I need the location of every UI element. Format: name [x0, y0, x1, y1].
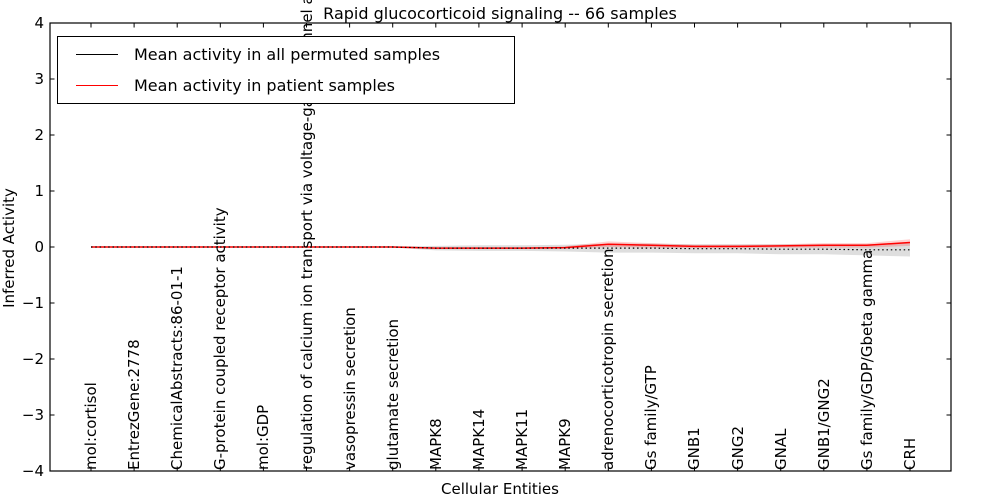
x-tick-label: G-protein coupled receptor activity [211, 207, 230, 470]
x-tick-label: GNB1 [685, 427, 704, 470]
x-tick-label: ChemicalAbstracts:86-01-1 [168, 266, 187, 470]
legend-box: Mean activity in all permuted samples Me… [57, 36, 515, 104]
x-tick-label: EntrezGene:2778 [125, 339, 144, 470]
x-tick-label: glutamate secretion [383, 318, 402, 470]
red-line-swatch [76, 85, 118, 86]
legend-item-patient: Mean activity in patient samples [58, 72, 514, 100]
permuted-mean-line [91, 246, 910, 251]
x-tick-label: MAPK8 [426, 418, 445, 470]
y-tick-label: −3 [21, 406, 44, 424]
legend-label: Mean activity in patient samples [134, 76, 395, 95]
x-axis-label: Cellular Entities [441, 480, 559, 498]
y-tick-label: 0 [34, 238, 44, 256]
x-tick-label: GNAL [771, 428, 790, 470]
x-tick-label: mol:GDP [254, 404, 273, 470]
x-tick-label: CRH [901, 437, 920, 470]
x-tick-label: Gs family/GTP [642, 365, 661, 470]
legend-item-permuted: Mean activity in all permuted samples [58, 41, 514, 69]
x-tick-label: GNB1/GNG2 [814, 378, 833, 470]
x-tick-label: MAPK9 [556, 418, 575, 470]
x-tick-label: GNG2 [728, 425, 747, 470]
x-tick-label: Gs family/GDP/Gbeta gamma [857, 249, 876, 470]
legend-label: Mean activity in all permuted samples [134, 45, 441, 64]
y-tick-label: 4 [34, 14, 44, 32]
y-tick-label: 3 [34, 70, 44, 88]
y-tick-label: −4 [21, 462, 44, 480]
x-tick-label: mol:cortisol [81, 382, 100, 470]
y-tick-label: 2 [34, 126, 44, 144]
x-tick-label: MAPK14 [469, 408, 488, 470]
x-tick-label: vasopressin secretion [340, 307, 359, 470]
black-line-swatch [76, 54, 118, 55]
y-tick-label: 1 [34, 182, 44, 200]
y-tick-label: −2 [21, 350, 44, 368]
x-tick-label: MAPK11 [513, 408, 532, 470]
y-tick-label: −1 [21, 294, 44, 312]
x-tick-label: adrenocorticotropin secretion [599, 248, 618, 470]
